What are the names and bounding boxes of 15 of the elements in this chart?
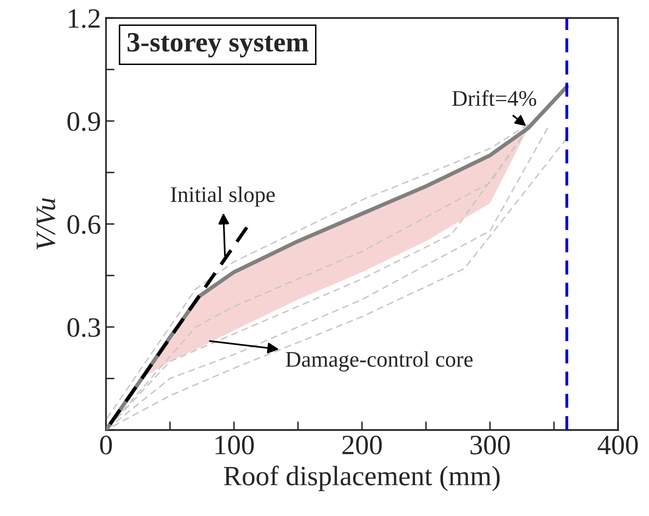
chart-title: 3-storey system bbox=[128, 32, 308, 58]
annotation: Damage-control core bbox=[286, 351, 473, 372]
x-tick-label: 400 bbox=[598, 436, 638, 454]
x-tick-label: 300 bbox=[470, 436, 510, 454]
y-axis-title: V/Vu bbox=[36, 198, 56, 250]
x-axis-title: Roof displacement (mm) bbox=[224, 466, 500, 492]
y-tick-label: 1.2 bbox=[68, 9, 100, 28]
y-tick-label: 0.6 bbox=[67, 215, 100, 234]
x-tick-label: 100 bbox=[216, 436, 254, 454]
annotation: Drift=4% bbox=[452, 90, 536, 106]
annotation: Initial slope bbox=[170, 186, 275, 207]
y-tick-label: 0.9 bbox=[67, 112, 100, 132]
x-tick-label: 200 bbox=[342, 436, 382, 454]
x-tick-label: 0 bbox=[100, 436, 112, 454]
y-tick-label: 0.3 bbox=[67, 318, 100, 338]
